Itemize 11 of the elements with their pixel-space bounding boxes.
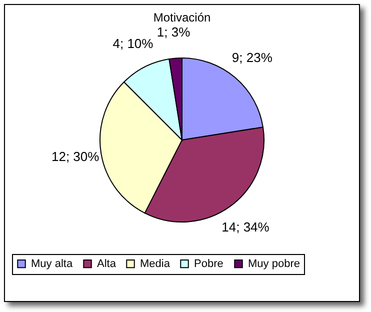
data-label: 4; 10%: [112, 36, 154, 51]
legend-label: Muy pobre: [248, 258, 300, 270]
data-label: 9; 23%: [232, 50, 273, 65]
legend-label: Pobre: [194, 258, 224, 270]
legend-label: Media: [140, 258, 171, 270]
legend-label: Muy alta: [31, 258, 74, 270]
data-label: 1; 3%: [156, 24, 191, 40]
data-label: 14; 34%: [222, 219, 270, 234]
chart-title: Motivación: [153, 10, 211, 24]
legend-label: Alta: [97, 258, 117, 270]
data-label: 12; 30%: [51, 148, 100, 164]
